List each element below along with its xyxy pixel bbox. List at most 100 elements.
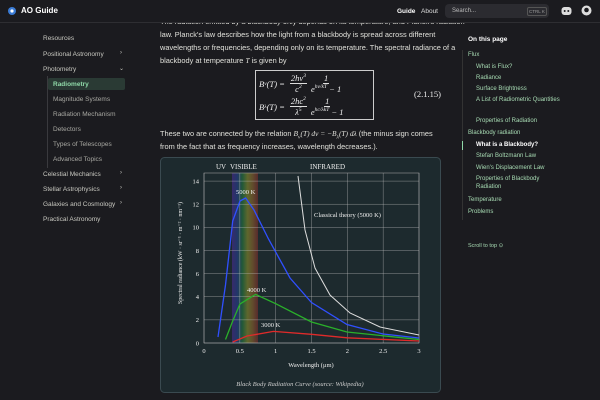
toc-link[interactable]: What is a Blackbody? (476, 142, 539, 148)
equation-box (255, 70, 374, 120)
text: blackbody at temperature (160, 56, 246, 65)
toc-link[interactable]: What is Flux? (476, 64, 513, 70)
math: 1 (323, 73, 329, 83)
toc-link[interactable]: Wien's Displacement Law (476, 165, 545, 171)
math: λ (264, 103, 267, 110)
x-axis-label: Wavelength (μm) (288, 362, 333, 369)
sidebar-link[interactable]: Celestial Mechanics (43, 171, 101, 178)
toc-link[interactable]: Radiance (476, 75, 502, 81)
x-tick-label: 2.5 (379, 348, 387, 355)
sidebar-link[interactable]: Radiometry (53, 81, 89, 88)
tree-line (47, 76, 48, 168)
scroll-top-text: Scroll to top (468, 243, 498, 249)
toc-link[interactable]: Surface Brightness (476, 86, 527, 92)
chevron: › (120, 50, 122, 56)
math: λ (295, 107, 299, 117)
denominator: ehν/kT − 1 (311, 84, 341, 94)
fraction: 1 ehc/λkT − 1 (311, 96, 344, 117)
caption: Black Body Radiation Curve (source: Wiki… (236, 381, 363, 388)
nav-link[interactable]: Guide (397, 8, 416, 15)
numerator: 1 (324, 96, 331, 107)
fraction: 1 ehν/kT − 1 (311, 73, 341, 94)
fraction: 2hc2 λ5 (289, 96, 307, 117)
math: e (310, 107, 315, 117)
toc-link[interactable]: Flux (468, 52, 480, 58)
sidebar-link[interactable]: Types of Telescopes (53, 141, 112, 148)
curve-label: 3000 K (261, 322, 281, 329)
sidebar-link[interactable]: Stellar Astrophysics (43, 186, 100, 193)
text: is given by (249, 56, 287, 65)
x-tick-label: 3 (417, 348, 420, 355)
toc-link[interactable]: Temperature (468, 197, 502, 203)
math: B (332, 129, 337, 138)
math: − 1 (326, 84, 342, 94)
discord-icon[interactable] (561, 6, 572, 16)
math: − 1 (329, 107, 344, 117)
math: hν/kT (314, 84, 327, 91)
search-box[interactable]: Search... CTRL K (445, 4, 549, 18)
sidebar-link[interactable]: Detectors (53, 126, 81, 133)
math: B (259, 101, 265, 112)
sidebar-link[interactable]: Magnitude Systems (53, 96, 111, 103)
math: hc/λkT (314, 107, 330, 114)
logo[interactable]: AO Guide (21, 6, 58, 15)
x-tick-label: 2 (346, 348, 349, 355)
math: (T) = (266, 78, 285, 89)
toc-marker (462, 141, 463, 150)
shortcut: CTRL K (527, 7, 547, 16)
nav-link[interactable]: About (421, 8, 438, 15)
figure-frame (160, 157, 441, 393)
text: (the minus sign comes (356, 129, 433, 138)
y-tick-label: 2 (196, 317, 199, 324)
figure: 0 0.5 1 1.5 2 2.5 3 0 2 4 6 8 10 12 14 UV VISIBLE INFR… (160, 157, 441, 393)
paragraph-line: These two are connected by the relation … (160, 129, 433, 140)
search-placeholder: Search... (452, 8, 477, 14)
math: 2 (298, 84, 302, 91)
sidebar-link[interactable]: Advanced Topics (53, 156, 103, 163)
y-axis-label: Spectral radiance (kW · sr⁻¹ · m⁻² · nm⁻… (177, 202, 184, 304)
sidebar-link[interactable]: Positional Astronomy (43, 51, 104, 58)
github-icon[interactable] (581, 5, 592, 16)
toc-link[interactable]: Stefan Boltzmann Law (476, 153, 537, 159)
sidebar-link[interactable]: Practical Astronomy (43, 216, 101, 223)
curve-4000k (224, 293, 420, 341)
math: (T) = (266, 101, 285, 112)
equation-number: (2.1.15) (414, 89, 441, 99)
band-label: VISIBLE (230, 163, 257, 171)
paragraph-line: law. Planck's law describes how the ligh… (160, 30, 436, 39)
x-tick-label: 1.5 (307, 348, 315, 355)
sidebar-link[interactable]: Galaxies and Cosmology (43, 201, 116, 208)
toc-link[interactable]: Blackbody radiation (468, 130, 521, 136)
y-tick-label: 4 (196, 294, 200, 301)
band-label: UV (216, 163, 226, 171)
numerator: 1 (322, 73, 330, 84)
toc-link[interactable]: Problems (468, 209, 494, 215)
math: c (295, 84, 299, 94)
denominator: λ5 (295, 107, 301, 117)
sidebar-link[interactable]: Resources (43, 35, 75, 42)
toc-link[interactable]: A List of Radiometric Quantities (476, 97, 560, 103)
math: λ (336, 134, 339, 141)
y-tick-label: 8 (196, 248, 199, 255)
numerator: 2hc2 (289, 96, 307, 107)
curve-label: Classical theory (5000 K) (314, 212, 381, 219)
y-tick-label: 0 (196, 340, 199, 347)
scroll-top[interactable]: Scroll to top ⊙ (468, 243, 504, 249)
math: e (310, 84, 315, 94)
logo-icon (8, 7, 16, 15)
paragraph-line: wavelengths or frequencies, depending on… (160, 43, 456, 52)
sidebar-link[interactable]: Radiation Mechanism (53, 111, 116, 118)
math: 3 (303, 73, 306, 80)
chevron: › (120, 170, 122, 176)
band-label: INFRARED (310, 163, 345, 171)
math: 2hc (290, 96, 304, 106)
paragraph-line: from the fact that as frequency increase… (160, 142, 378, 151)
curve-label: 4000 K (247, 287, 267, 294)
toc-link[interactable]: Properties of Blackbody Radiation (476, 176, 540, 190)
toc-link[interactable]: Properties of Radiation (476, 118, 538, 124)
sidebar-link[interactable]: Photometry (43, 66, 77, 73)
math: 2 (303, 96, 306, 103)
